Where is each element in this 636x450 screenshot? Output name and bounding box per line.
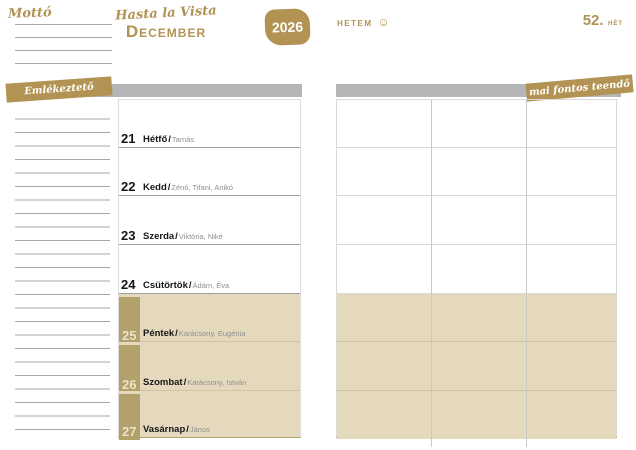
day-name: Csütörtök — [143, 280, 188, 291]
name-days: Zénó, Tifani, Anikó — [171, 183, 234, 192]
day-row-wednesday: 23 Szerda/Viktória, Niké — [119, 196, 300, 245]
day-name: Kedd — [143, 182, 167, 193]
smiley-icon: ☺ — [377, 15, 390, 29]
day-number: 22 — [121, 179, 136, 194]
day-separator: / — [175, 328, 178, 339]
grid-column-line — [431, 100, 432, 447]
holiday-shading — [337, 294, 616, 439]
week-number-value: 52. — [582, 12, 604, 29]
day-number: 25 — [119, 297, 140, 344]
grid-line — [337, 147, 616, 148]
day-number: 21 — [121, 131, 136, 146]
reminder-ruled-lines — [15, 106, 110, 440]
year-badge: 2026 — [264, 8, 311, 46]
grid-line — [337, 341, 616, 342]
year-badge-label: 2026 — [271, 18, 304, 36]
reminder-label: Emlékeztető — [23, 81, 95, 98]
day-separator: / — [168, 134, 171, 145]
grid-column-line — [526, 100, 527, 447]
day-row-friday: 25 Péntek/Karácsony, Eugénia — [119, 294, 300, 344]
script-title: Hasta la Vista — [114, 3, 218, 24]
day-separator: / — [167, 182, 171, 193]
grid-line — [337, 244, 616, 245]
day-name: Péntek — [143, 328, 175, 339]
day-number: 26 — [119, 345, 140, 393]
name-days: János — [189, 425, 210, 434]
day-name: Vasárnap — [143, 424, 186, 435]
day-name: Szerda — [143, 231, 175, 242]
page-title: Hasta la Vista December — [112, 3, 220, 42]
todo-ribbon: mai fontos teendő — [525, 74, 634, 102]
my-week-label: hetem ☺ — [337, 15, 390, 29]
day-name: Hétfő — [143, 134, 168, 145]
name-days: Karácsony, István — [187, 378, 247, 387]
day-separator: / — [188, 280, 192, 291]
grid-line — [337, 390, 616, 391]
name-days: Karácsony, Eugénia — [178, 329, 246, 338]
week-unit-label: hét — [608, 18, 623, 27]
day-row-monday: 21 Hétfő/Tamás — [119, 100, 300, 148]
day-name: Szombat — [143, 377, 183, 388]
grid-line — [337, 293, 616, 294]
name-days: Viktória, Niké — [178, 232, 223, 241]
todo-grid — [336, 99, 617, 447]
day-row-thursday: 24 Csütörtök/Ádám, Éva — [119, 245, 300, 294]
name-days: Tamás — [171, 135, 195, 144]
month-title: December — [125, 22, 207, 41]
day-number: 23 — [121, 228, 136, 243]
grid-line — [337, 195, 616, 196]
day-number: 27 — [119, 394, 140, 440]
day-separator: / — [183, 377, 187, 388]
name-days: Ádám, Éva — [192, 281, 230, 290]
day-separator: / — [186, 424, 189, 435]
day-number: 24 — [121, 277, 136, 292]
motto-ruled-lines — [15, 12, 112, 76]
week-day-list: 21 Hétfő/Tamás 22 Kedd/Zénó, Tifani, Ani… — [118, 99, 301, 440]
reminder-ribbon: Emlékeztető — [5, 76, 113, 103]
week-number: 52. hét — [583, 12, 623, 30]
day-separator: / — [175, 231, 178, 242]
day-row-tuesday: 22 Kedd/Zénó, Tifani, Anikó — [119, 148, 300, 196]
day-row-sunday: 27 Vasárnap/János — [119, 391, 300, 440]
day-row-saturday: 26 Szombat/Karácsony, István — [119, 342, 300, 393]
